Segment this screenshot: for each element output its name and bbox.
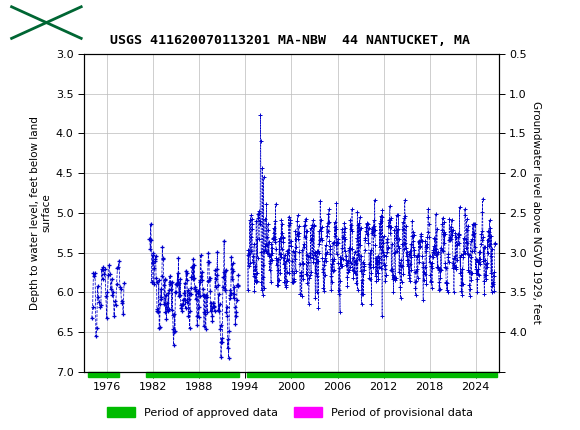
FancyBboxPatch shape <box>12 7 81 38</box>
Y-axis label: Depth to water level, feet below land
surface: Depth to water level, feet below land su… <box>30 116 52 310</box>
Legend: Period of approved data, Period of provisional data: Period of approved data, Period of provi… <box>103 403 477 422</box>
Bar <box>88 372 119 377</box>
Bar <box>247 372 497 377</box>
Text: USGS 411620070113201 MA-NBW  44 NANTUCKET, MA: USGS 411620070113201 MA-NBW 44 NANTUCKET… <box>110 34 470 47</box>
Bar <box>146 372 239 377</box>
Y-axis label: Groundwater level above NGVD 1929, feet: Groundwater level above NGVD 1929, feet <box>531 101 541 324</box>
Text: USGS: USGS <box>87 14 142 31</box>
